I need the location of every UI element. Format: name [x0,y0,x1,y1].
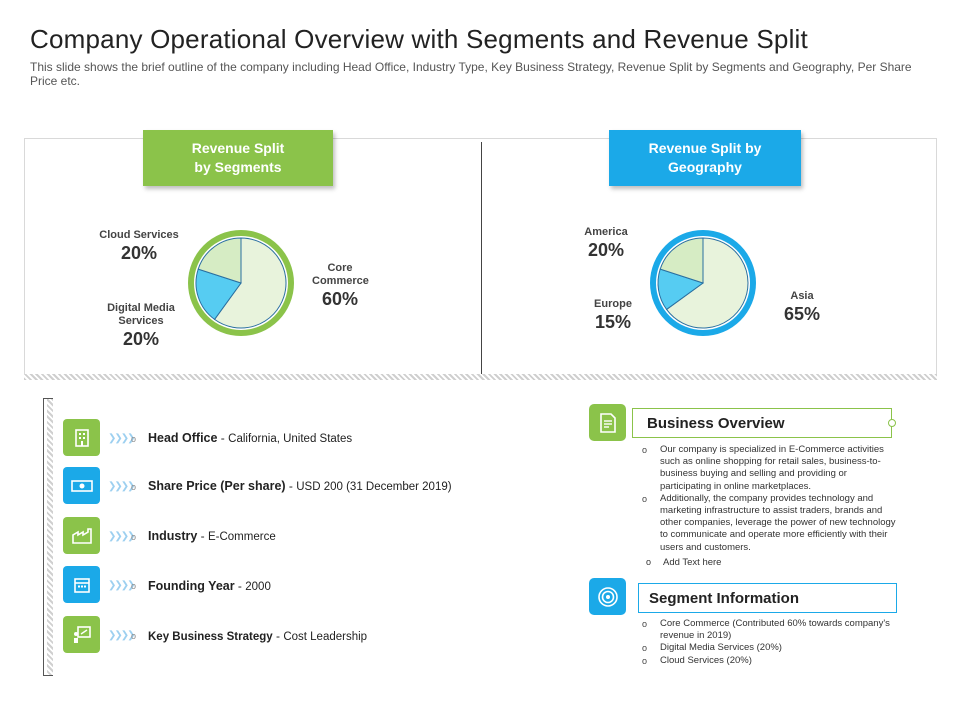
info-arrow-3: ❯❯❯❯ [108,531,135,542]
segments-slice-core-commerce [213,237,287,329]
geography-pie-chart [650,230,756,336]
info-share-price: Share Price (Per share) - USD 200 (31 De… [148,479,452,493]
business-overview-bullet: Additionally, the company provides techn… [640,493,900,554]
segments-slice-cloud-services [197,237,242,284]
geo-label-asia: Asia 65% [774,290,830,325]
info-key-strategy: Key Business Strategy - Cost Leadership [148,629,368,643]
slide-subtitle: This slide shows the brief outline of th… [30,60,912,88]
business-overview-bullet: Our company is specialized in E-Commerce… [640,444,900,493]
segments-tag-line1: Revenue Split [191,140,285,156]
info-founding-year-label: Founding Year [148,579,235,593]
info-arrow-1: ❯❯❯❯ [108,433,135,444]
calendar-icon [63,566,100,603]
geography-slice-america [659,237,704,284]
seg-label-digital-media: Digital Media Services 20% [100,302,182,350]
geo-label-europe-name: Europe [594,298,632,310]
segments-tag: Revenue Split by Segments [143,130,333,186]
seg-label-core-commerce: Core Commerce 60% [312,262,369,310]
seg-label-digital-line1: Digital Media [107,302,175,314]
segments-slice-digital-media-services [195,268,242,321]
info-founding-year: Founding Year - 2000 [148,579,271,593]
panel-center-divider [481,142,482,374]
strategy-board-icon [63,616,100,653]
geo-value-america: 20% [587,240,625,260]
info-bullet-5: o [131,631,137,641]
info-share-price-value: USD 200 (31 December 2019) [296,481,452,493]
business-overview-list: Our company is specialized in E-Commerce… [640,444,900,554]
info-founding-year-value: 2000 [245,581,271,593]
seg-value-digital-media: 20% [122,329,160,349]
panel-hatch-divider [24,374,937,380]
seg-label-digital-line2: Services [118,315,164,327]
info-bullet-1: o [131,434,137,444]
business-overview-header: Business Overview [632,408,892,438]
info-key-strategy-label: Key Business Strategy [148,631,273,643]
seg-label-core-line2: Commerce [312,275,369,287]
info-arrow-2: ❯❯❯❯ [108,481,135,492]
segment-information-bullet: Cloud Services (20%) [640,655,900,667]
info-timeline-bar [43,398,53,676]
building-icon [63,419,100,456]
geo-label-america-name: America [584,226,628,238]
segment-information-header: Segment Information [638,583,897,613]
info-head-office-value: California, United States [228,433,353,445]
segments-tag-line2: by Segments [194,159,282,175]
segment-information-list: Core Commerce (Contributed 60% towards c… [640,618,900,667]
geo-label-america: America 20% [578,226,634,261]
geography-slice-asia [665,237,749,329]
info-industry-value: E-Commerce [207,531,276,543]
segments-pie-chart [188,230,294,336]
info-bullet-2: o [131,482,137,492]
seg-label-cloud-services: Cloud Services 20% [90,229,188,264]
geo-value-europe: 15% [594,312,632,332]
info-industry: Industry - E-Commerce [148,529,276,543]
business-overview-connector-dot [888,419,896,427]
seg-value-core-commerce: 60% [321,289,359,309]
add-text-placeholder: Add Text here [646,557,721,568]
geo-label-asia-name: Asia [790,290,814,302]
info-arrow-4: ❯❯❯❯ [108,580,135,591]
info-head-office-label: Head Office [148,431,218,445]
seg-label-cloud-line1: Cloud Services [99,229,179,241]
geo-value-asia: 65% [783,304,821,324]
seg-label-core-line1: Core [327,262,353,274]
geography-tag: Revenue Split by Geography [609,130,801,186]
info-head-office: Head Office - California, United States [148,431,353,445]
info-key-strategy-value: Cost Leadership [283,631,368,643]
geo-label-europe: Europe 15% [586,298,640,333]
info-industry-label: Industry [148,529,198,543]
slide-title: Company Operational Overview with Segmen… [30,24,808,54]
info-bullet-3: o [131,532,137,542]
segment-information-bullet: Digital Media Services (20%) [640,642,900,654]
geography-tag-line2: Geography [668,159,742,175]
seg-value-cloud-services: 20% [120,243,158,263]
factory-icon [63,517,100,554]
geography-tag-line1: Revenue Split by [648,140,762,156]
document-icon [589,404,626,441]
segment-information-bullet: Core Commerce (Contributed 60% towards c… [640,618,900,642]
money-icon [63,467,100,504]
target-icon [589,578,626,615]
info-share-price-label: Share Price (Per share) [148,479,286,493]
info-bullet-4: o [131,581,137,591]
info-arrow-5: ❯❯❯❯ [108,630,135,641]
